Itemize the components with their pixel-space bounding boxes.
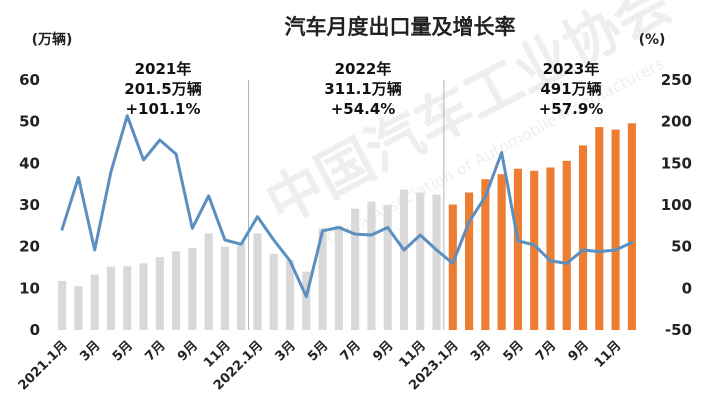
- left-tick-label: 20: [19, 238, 40, 256]
- annotation-line: 2022年: [335, 60, 392, 78]
- bar: [318, 228, 327, 330]
- bar: [530, 170, 539, 330]
- year-dividers: [248, 80, 445, 330]
- left-tick-label: 60: [19, 71, 40, 89]
- annotation-line: +54.4%: [331, 100, 396, 118]
- annotation-line: 201.5万辆: [124, 80, 201, 98]
- left-axis-ticks: 0 10 20 30 40 50 60: [19, 71, 40, 339]
- bar: [139, 263, 148, 330]
- left-tick-label: 0: [30, 321, 40, 339]
- bar: [253, 233, 262, 330]
- annotation-line: 311.1万辆: [324, 80, 401, 98]
- x-tick-label: 7月: [142, 338, 168, 364]
- bars-layer: [58, 123, 636, 330]
- x-tick-label: 7月: [338, 338, 364, 364]
- x-tick-label: 3月: [468, 338, 494, 364]
- left-tick-label: 10: [19, 279, 40, 297]
- annotation-line: +57.9%: [539, 100, 604, 118]
- bar: [383, 205, 392, 330]
- annotations: 2021年 201.5万辆 +101.1% 2022年 311.1万辆 +54.4% 202…: [124, 60, 603, 118]
- right-axis-unit: (%): [639, 32, 666, 48]
- bar: [58, 280, 67, 330]
- bar: [416, 192, 425, 330]
- left-tick-label: 40: [19, 154, 40, 172]
- right-tick-label: 150: [661, 154, 692, 172]
- left-tick-label: 50: [19, 113, 40, 131]
- bar: [74, 286, 83, 330]
- right-tick-label: 250: [661, 71, 692, 89]
- bar: [204, 233, 213, 330]
- x-tick-label: 3月: [273, 338, 299, 364]
- bar: [123, 266, 132, 330]
- x-tick-label: 2021.1月: [16, 338, 71, 393]
- bar: [448, 204, 457, 330]
- right-tick-label: 100: [661, 196, 692, 214]
- annotation-line: 491万辆: [540, 80, 601, 98]
- bar: [497, 174, 506, 330]
- bar: [285, 260, 295, 330]
- bar: [481, 179, 490, 330]
- bar: [513, 168, 522, 330]
- bar: [237, 242, 246, 330]
- bar: [562, 160, 571, 330]
- bar: [432, 194, 441, 330]
- annotation-line: 2021年: [135, 60, 192, 78]
- x-tick-label: 9月: [175, 338, 201, 364]
- x-tick-label: 11月: [592, 338, 625, 371]
- growth-rate-line: [60, 114, 634, 299]
- right-axis-ticks: -50 0 50 100 150 200 250: [661, 71, 692, 339]
- bar: [188, 247, 197, 330]
- chart-title: 汽车月度出口量及增长率: [285, 15, 516, 39]
- bar: [220, 246, 229, 330]
- bar: [546, 167, 555, 330]
- x-tick-label: 5月: [305, 338, 331, 364]
- bar: [155, 257, 164, 330]
- x-tick-label: 5月: [501, 338, 527, 364]
- growth-line-layer: [60, 114, 634, 299]
- bar: [399, 189, 409, 330]
- bar: [90, 274, 99, 330]
- right-tick-label: 200: [661, 113, 692, 131]
- right-tick-label: 0: [682, 279, 692, 297]
- bar: [172, 251, 181, 330]
- right-tick-label: -50: [665, 321, 692, 339]
- x-tick-label: 9月: [370, 338, 396, 364]
- x-tick-label: 5月: [110, 338, 136, 364]
- left-axis-unit: (万辆): [32, 31, 73, 48]
- bar: [465, 192, 474, 330]
- bar: [611, 129, 620, 330]
- right-tick-label: 50: [671, 238, 692, 256]
- bar: [367, 201, 376, 330]
- annotation-line: +101.1%: [125, 100, 200, 118]
- bar: [595, 127, 604, 330]
- bar: [302, 271, 311, 330]
- bar: [627, 123, 636, 330]
- bar: [351, 208, 360, 330]
- x-tick-label: 3月: [77, 338, 103, 364]
- x-tick-label: 7月: [533, 338, 559, 364]
- annotation-line: 2023年: [543, 60, 600, 78]
- bar: [269, 253, 278, 330]
- bar: [578, 145, 588, 330]
- bar: [106, 266, 116, 330]
- bar: [334, 225, 343, 330]
- x-tick-label: 9月: [566, 338, 592, 364]
- left-tick-label: 30: [19, 196, 40, 214]
